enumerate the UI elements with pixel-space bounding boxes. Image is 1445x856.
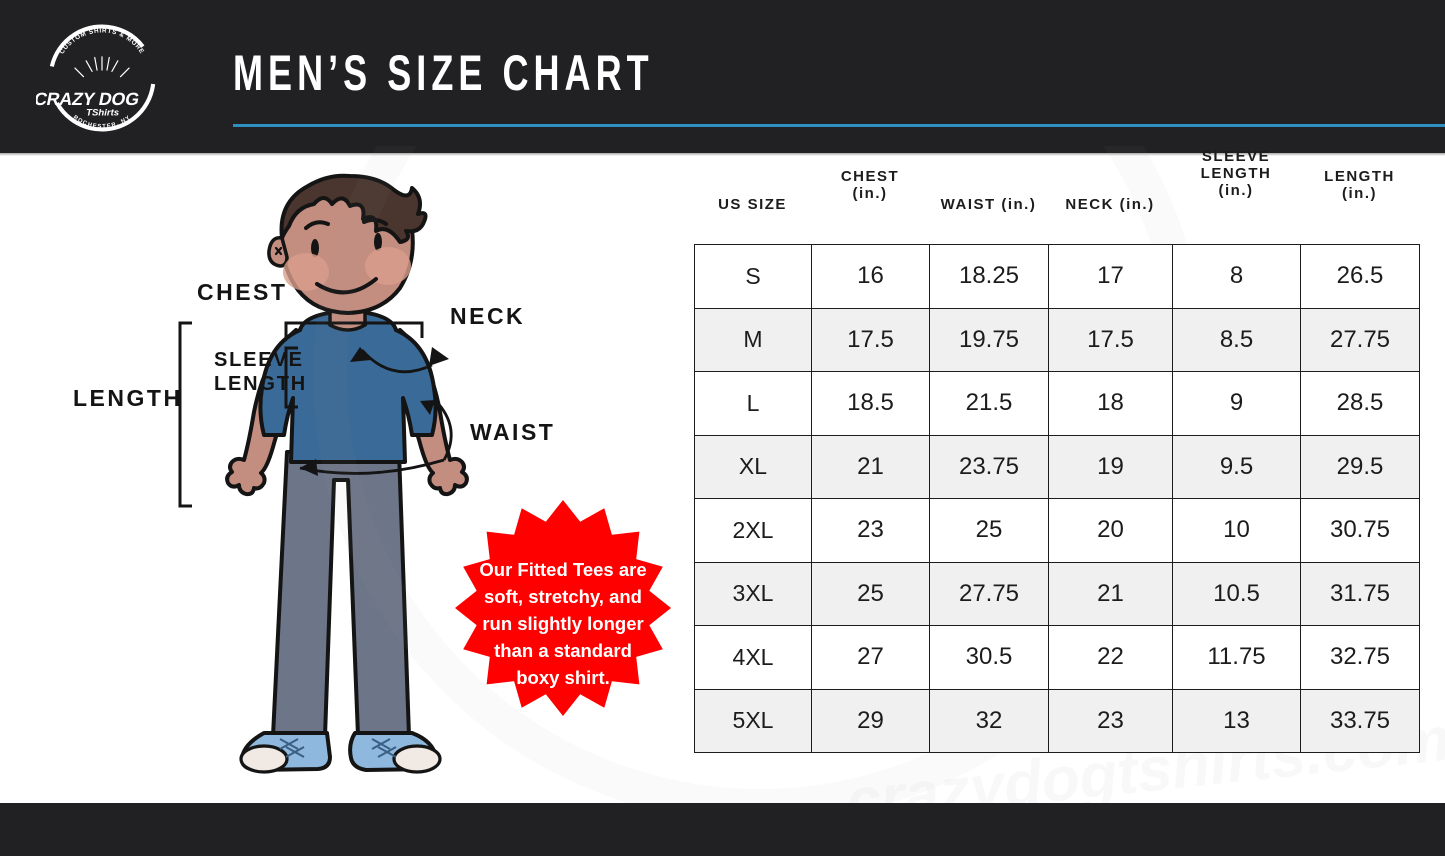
svg-text:CRAZY DOG: CRAZY DOG (36, 89, 141, 109)
svg-text:CUSTOM SHIRTS & MORE: CUSTOM SHIRTS & MORE (59, 27, 146, 55)
svg-text:TShirts: TShirts (86, 108, 119, 119)
